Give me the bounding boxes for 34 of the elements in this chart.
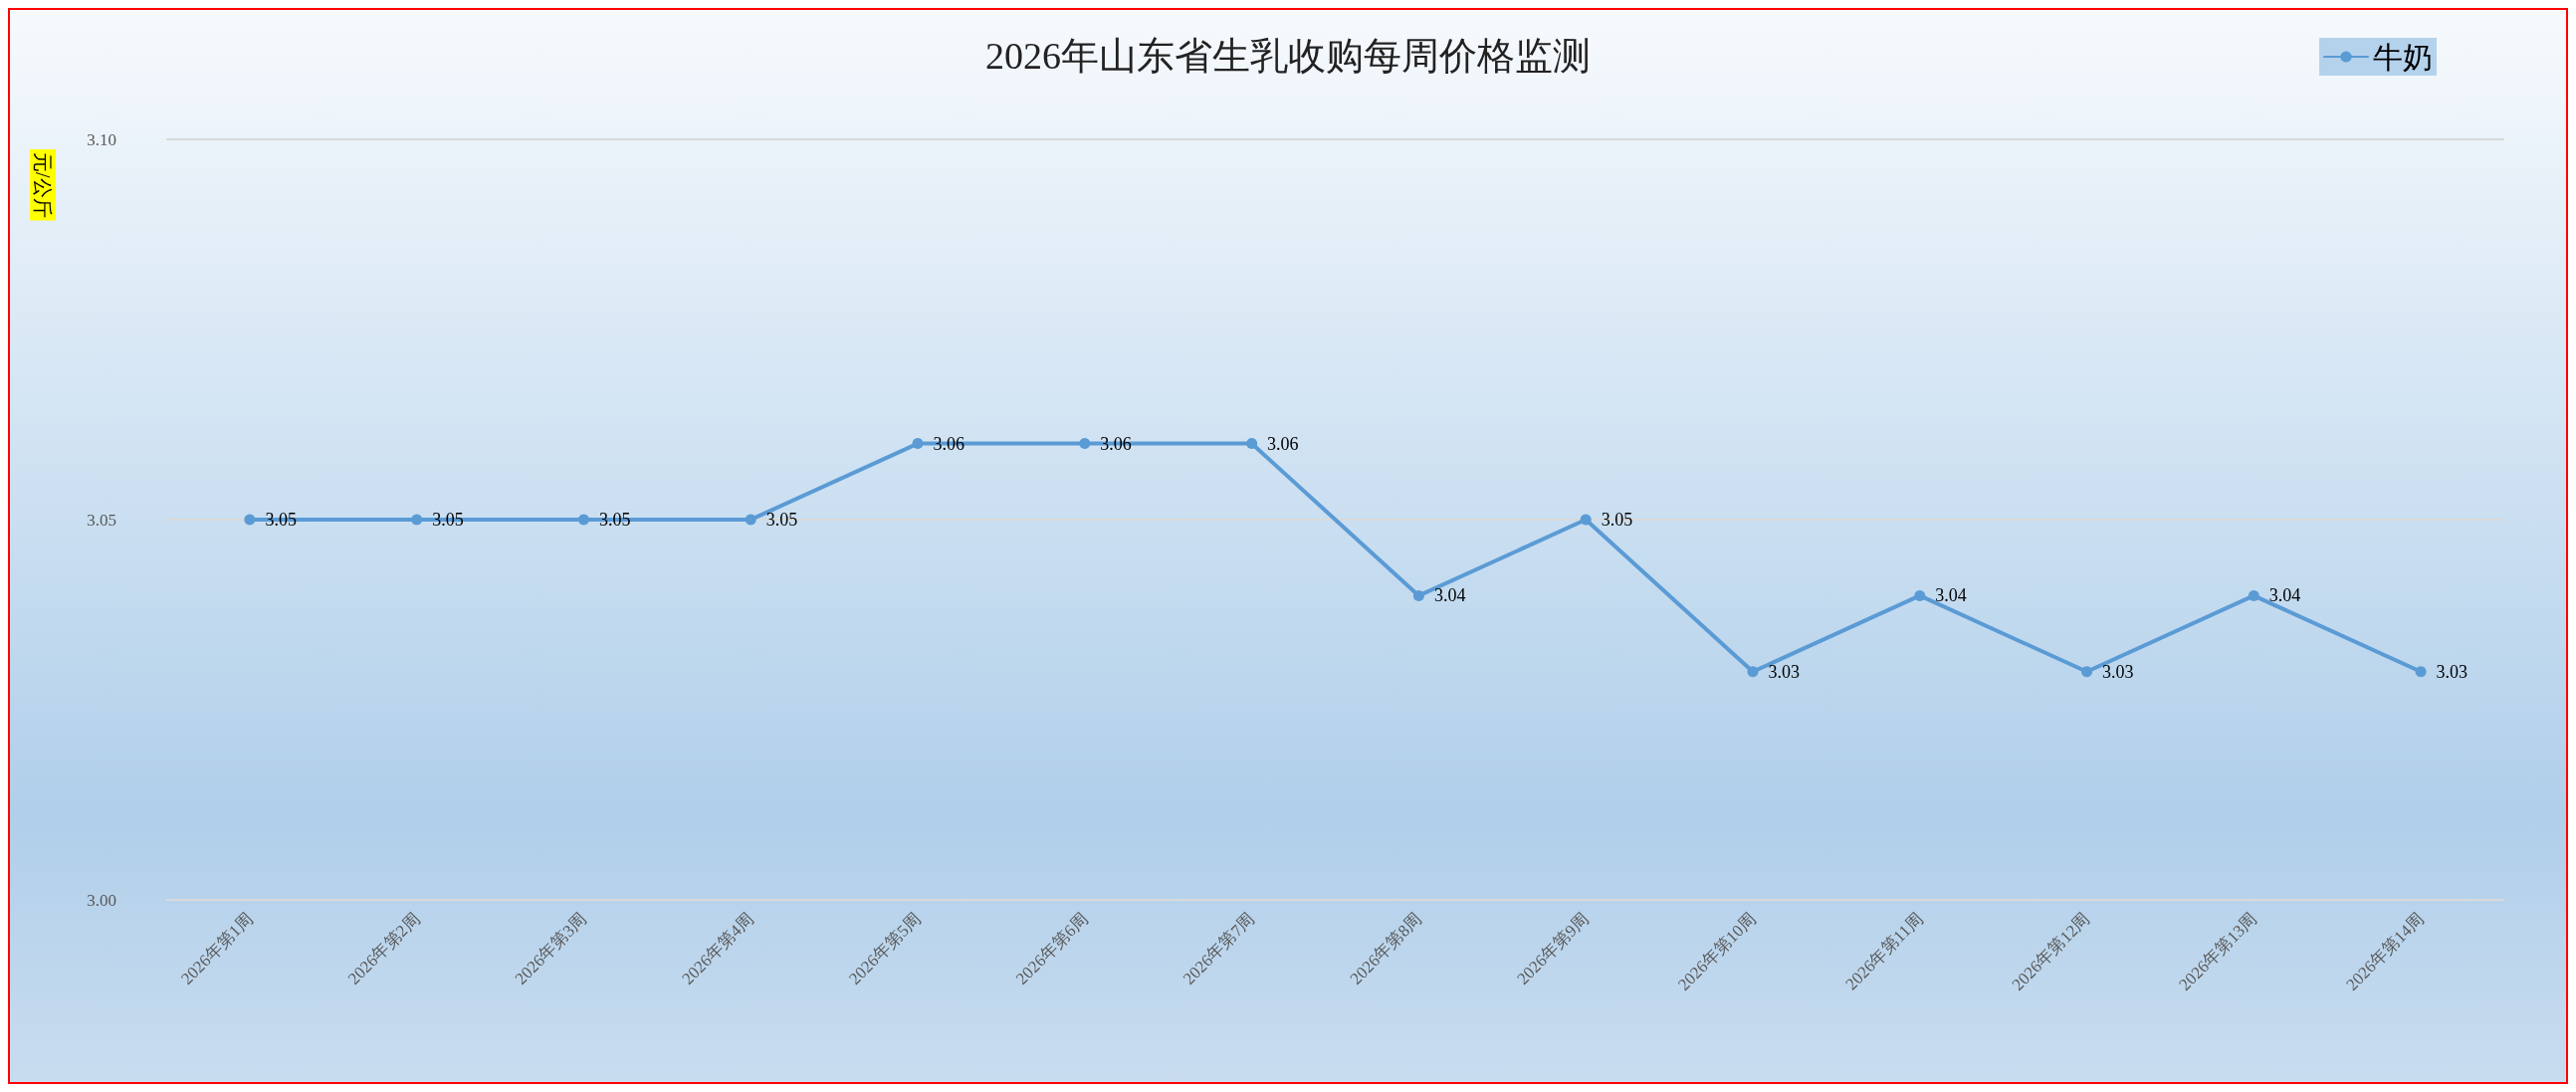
point [2081, 666, 2093, 678]
data-label: 3.05 [598, 510, 631, 530]
data-label: 3.05 [1601, 510, 1633, 530]
point [2248, 589, 2259, 601]
point [1079, 438, 1091, 450]
data-label: 3.05 [265, 510, 297, 530]
data-label: 3.04 [1935, 585, 1967, 606]
point [577, 514, 589, 526]
point [745, 514, 756, 526]
point [912, 438, 924, 450]
point [1246, 438, 1258, 450]
point [1412, 589, 1424, 601]
y-tick-label: 3.00 [87, 890, 116, 910]
data-label: 3.05 [432, 510, 464, 530]
point [1914, 589, 1926, 601]
chart-title: 2026年山东省生乳收购每周价格监测 [985, 35, 1591, 77]
data-label: 3.06 [933, 433, 966, 454]
data-label: 3.06 [1100, 433, 1132, 454]
y-tick-label: 3.05 [87, 510, 116, 530]
point [411, 514, 423, 526]
point [1747, 666, 1759, 678]
data-label: 3.03 [2102, 661, 2134, 682]
legend-label: 牛奶 [2373, 40, 2433, 74]
data-label: 3.04 [2268, 585, 2301, 606]
point [1580, 514, 1592, 526]
y-tick-label: 3.10 [87, 129, 116, 149]
data-label: 3.03 [1768, 661, 1800, 682]
data-label: 3.04 [1433, 585, 1466, 606]
data-label: 3.05 [765, 510, 798, 530]
data-label: 3.03 [2436, 661, 2469, 682]
y-axis-title: 元/公斤 [32, 152, 54, 218]
data-label: 3.06 [1267, 433, 1299, 454]
point [244, 514, 256, 526]
point [2415, 666, 2427, 678]
